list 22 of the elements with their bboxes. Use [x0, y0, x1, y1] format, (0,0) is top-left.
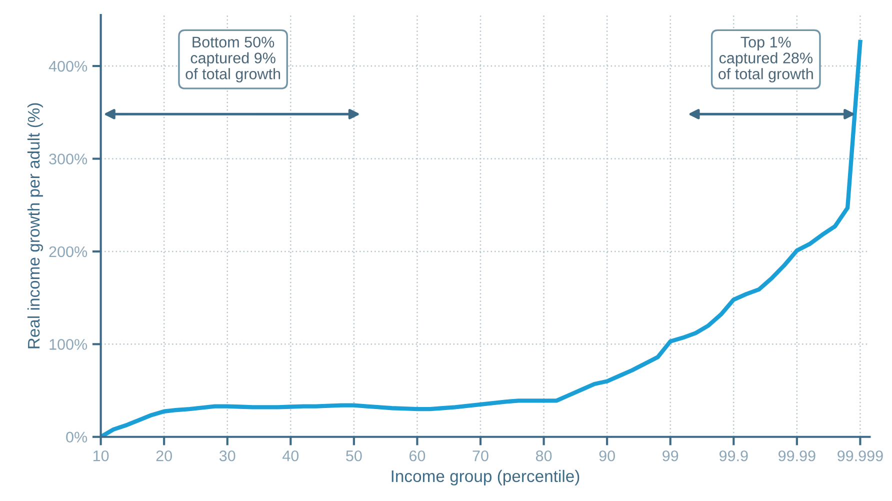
- x-tick-label: 70: [472, 450, 488, 462]
- x-tick-label: 60: [409, 450, 426, 462]
- annotation: Top 1% captured 28% of total growth: [718, 36, 813, 82]
- y-axis-title: Real income growth per adult (%): [27, 103, 43, 348]
- y-tick-label: 100%: [50, 339, 88, 350]
- x-tick-label: 20: [156, 450, 172, 462]
- x-tick-label: 90: [599, 450, 615, 462]
- x-tick-label: 80: [536, 450, 552, 462]
- y-tick-label: 400%: [48, 60, 88, 72]
- y-tick-label: 200%: [49, 246, 88, 258]
- x-tick-label: 99.9: [719, 450, 748, 462]
- x-tick-label: 99.99: [778, 450, 816, 462]
- x-tick-label: 99.999: [838, 450, 883, 462]
- annotation: Bottom 50% captured 9% of total growth: [186, 36, 280, 82]
- x-tick-label: 10: [93, 450, 109, 462]
- x-tick-label: 99: [662, 450, 678, 462]
- y-tick-label: 0%: [66, 432, 88, 443]
- x-tick-label: 50: [346, 450, 362, 462]
- y-tick-label: 300%: [49, 154, 88, 164]
- x-tick-label: 30: [219, 450, 236, 462]
- x-tick-label: 40: [282, 450, 299, 462]
- x-axis-title: Income group (percentile): [392, 470, 580, 486]
